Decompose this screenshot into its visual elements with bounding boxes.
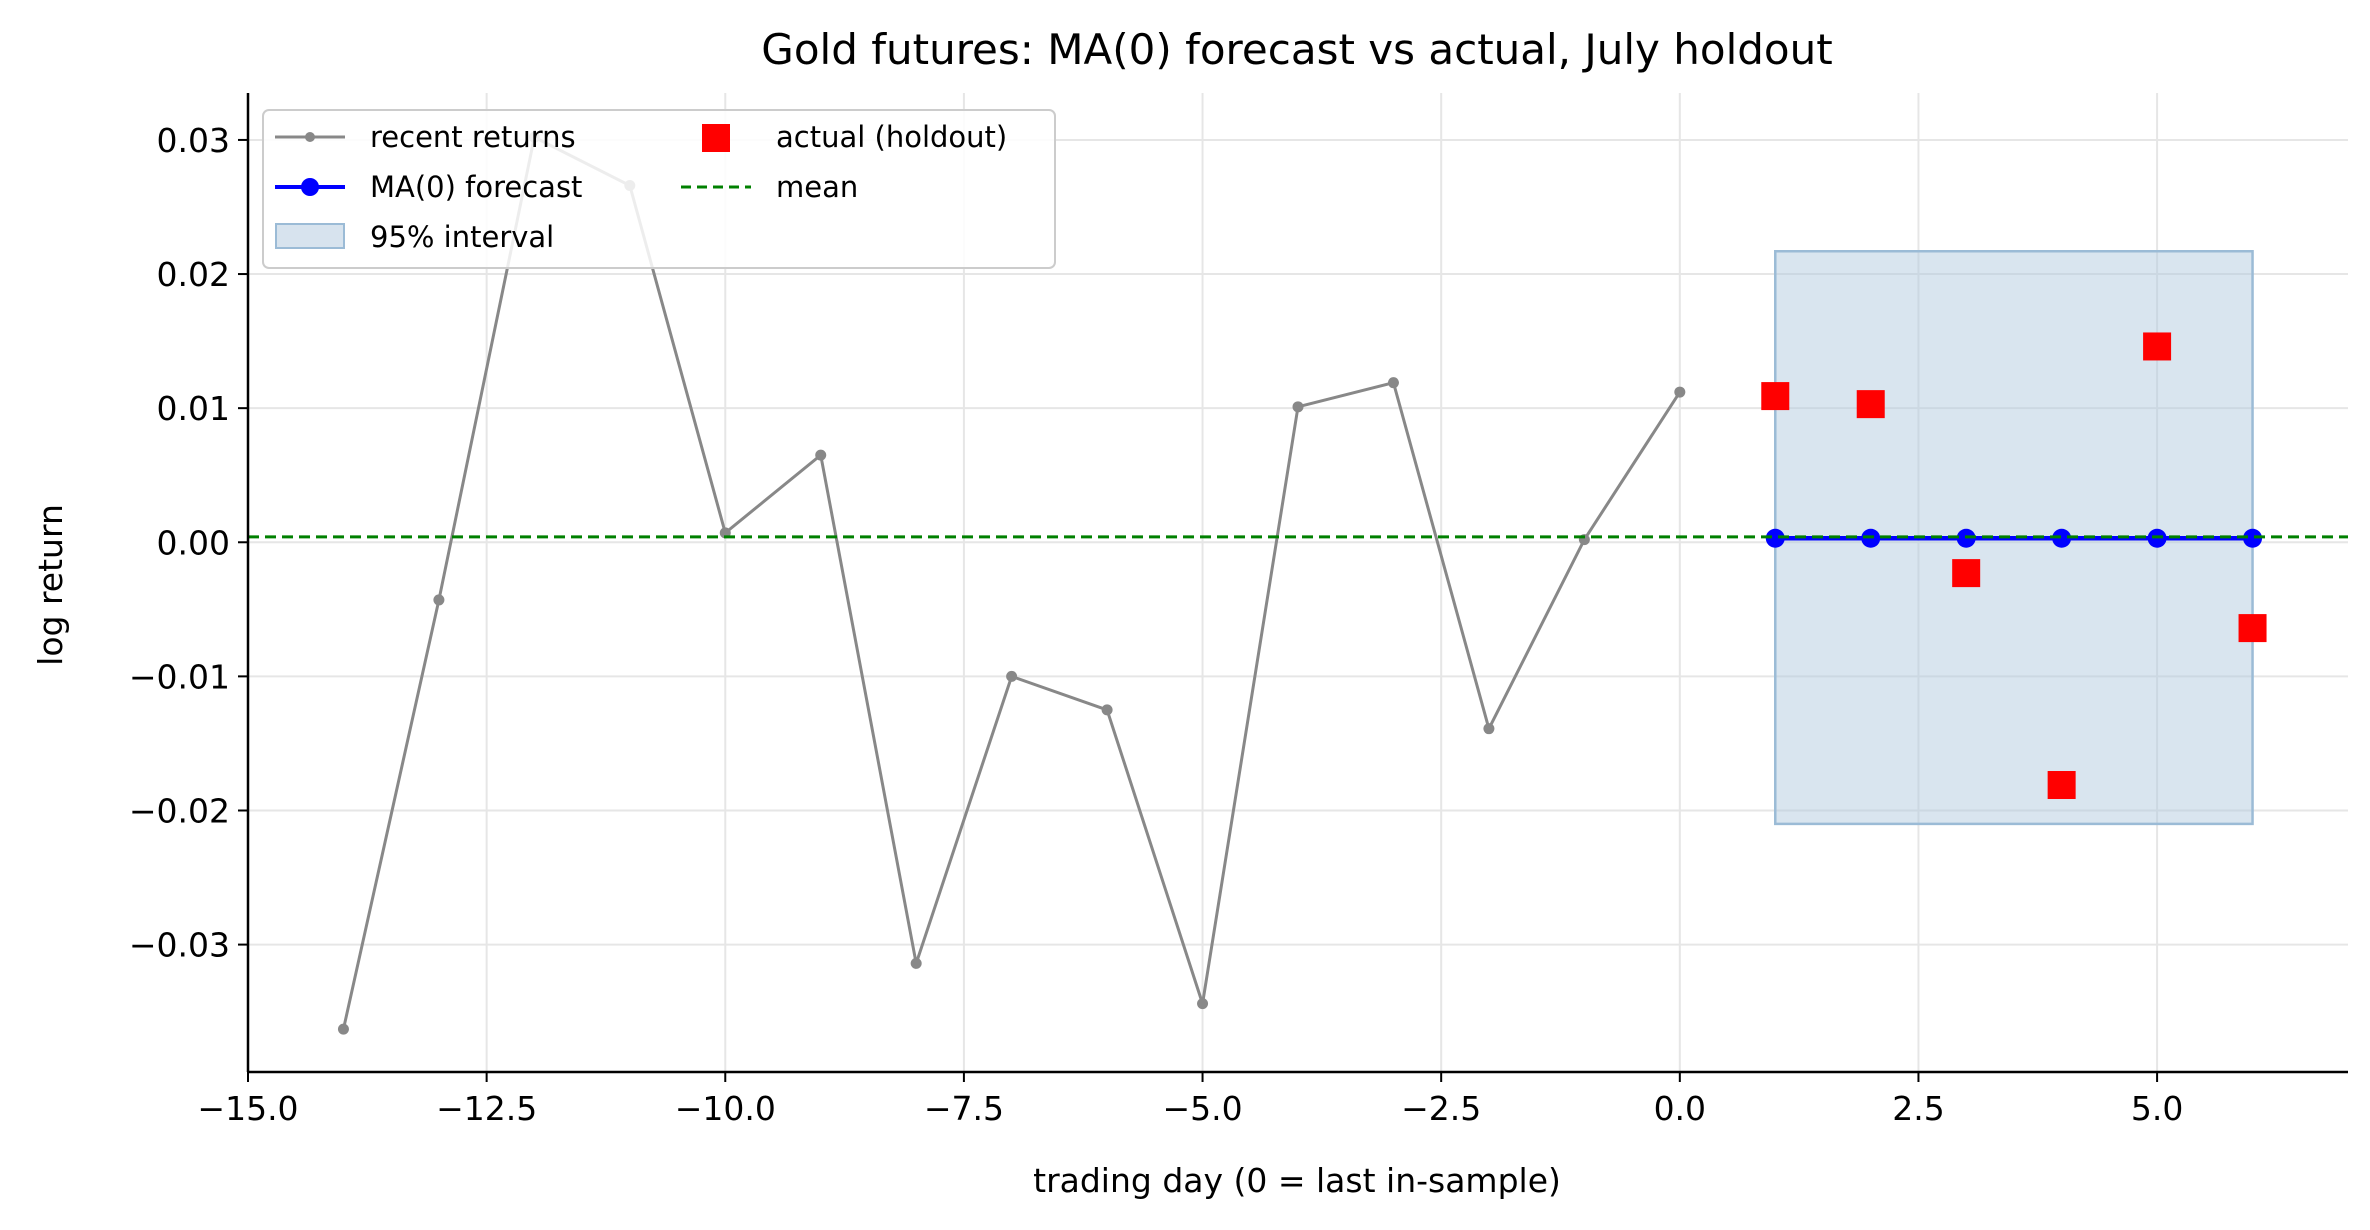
legend-entry-actual: actual (holdout) (702, 120, 1007, 154)
forecast-point (1765, 528, 1785, 548)
recent-returns-point (1292, 401, 1304, 413)
forecast-point (2243, 528, 2263, 548)
actual-marker (1761, 382, 1790, 411)
legend-marker-recent-returns (305, 132, 315, 142)
legend-label-mean: mean (776, 170, 858, 204)
legend-label-interval: 95% interval (370, 220, 554, 254)
y-axis-label: log return (31, 504, 70, 666)
y-tick-label: 0.00 (157, 523, 230, 562)
axes (238, 93, 2348, 1082)
recent-returns-point (815, 449, 827, 461)
actual-marker (2143, 332, 2172, 361)
legend-swatch-actual (702, 124, 730, 152)
x-tick-label: 5.0 (2131, 1089, 2183, 1128)
y-tick-label: 0.02 (157, 255, 230, 294)
y-tick-label: 0.01 (157, 389, 230, 428)
tick-labels: −15.0 −12.5 −10.0 −7.5 −5.0 −2.5 0.0 2.5 5.0 0.03… (129, 121, 2183, 1128)
actual-marker (1856, 390, 1885, 419)
recent-returns-point (1006, 670, 1018, 682)
x-tick-label: −2.5 (1401, 1089, 1481, 1128)
x-axis-label: trading day (0 = last in-sample) (1033, 1161, 1561, 1200)
x-tick-label: 0.0 (1654, 1089, 1706, 1128)
recent-returns-point (1483, 723, 1495, 735)
legend-entry-recent-returns: recent returns (275, 120, 576, 154)
legend-entry-mean: mean (681, 170, 858, 204)
recent-returns-point (1387, 377, 1399, 389)
recent-returns-point (337, 1023, 349, 1035)
legend-frame (262, 109, 1056, 269)
y-tick-label: −0.03 (129, 926, 230, 965)
recent-returns-point (1101, 704, 1113, 716)
legend-label-ma-forecast: MA(0) forecast (370, 170, 582, 204)
legend-label-recent-returns: recent returns (370, 120, 576, 154)
legend-marker-ma-forecast (301, 178, 319, 196)
legend-swatch-interval (275, 223, 345, 249)
actual-marker (2047, 771, 2076, 800)
recent-returns-point (910, 957, 922, 969)
legend: recent returns MA(0) forecast 95% interv… (262, 109, 1056, 269)
legend-entry-interval: 95% interval (275, 220, 554, 254)
actual-marker (2238, 614, 2267, 643)
x-tick-label: −15.0 (197, 1089, 298, 1128)
y-tick-label: 0.03 (157, 121, 230, 160)
x-tick-label: −5.0 (1162, 1089, 1242, 1128)
legend-entry-ma-forecast: MA(0) forecast (275, 170, 582, 204)
forecast-point (2052, 528, 2072, 548)
x-tick-label: −10.0 (675, 1089, 776, 1128)
legend-label-actual: actual (holdout) (776, 120, 1007, 154)
y-tick-label: −0.02 (129, 791, 230, 830)
y-tick-label: −0.01 (129, 657, 230, 696)
recent-returns-point (433, 594, 445, 606)
recent-returns-point (1197, 998, 1209, 1010)
recent-returns-point (1674, 386, 1686, 398)
chart-title: Gold futures: MA(0) forecast vs actual, … (761, 25, 1832, 74)
actual-marker (1952, 559, 1981, 588)
x-tick-label: 2.5 (1892, 1089, 1944, 1128)
x-tick-label: −12.5 (436, 1089, 537, 1128)
x-tick-label: −7.5 (924, 1089, 1004, 1128)
